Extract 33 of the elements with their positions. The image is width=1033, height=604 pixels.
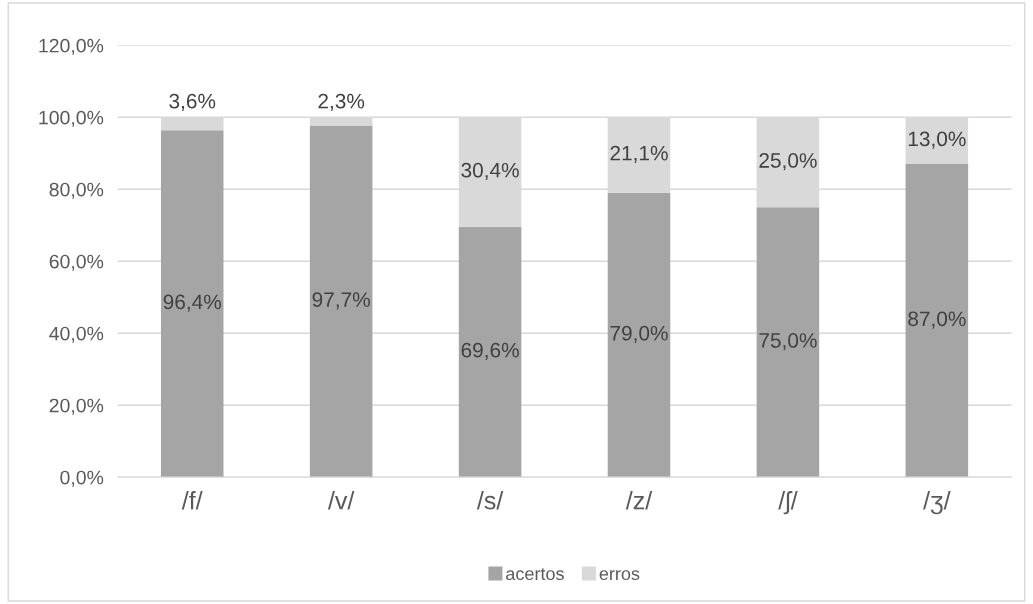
- legend-label: acertos: [506, 568, 564, 581]
- y-tick-label: 80,0%: [49, 182, 104, 199]
- bar: [309, 125, 373, 478]
- bar: [458, 226, 522, 478]
- bar: [756, 207, 820, 478]
- data-label: 30,4%: [461, 162, 519, 181]
- legend-label: erros: [599, 570, 640, 581]
- bar: [607, 192, 671, 478]
- data-label: 69,6%: [461, 342, 519, 360]
- y-tick-label: 40,0%: [49, 326, 104, 343]
- data-label: 87,0%: [908, 311, 966, 329]
- x-tick-label: /f/: [181, 491, 203, 510]
- data-label: 96,4%: [163, 294, 222, 312]
- x-tick-label: /ʒ/: [923, 491, 951, 515]
- data-label: 25,0%: [759, 153, 817, 171]
- data-label: 21,1%: [610, 145, 668, 163]
- bar: [905, 164, 969, 478]
- data-label: 79,0%: [610, 325, 668, 344]
- y-tick-label: 60,0%: [49, 254, 104, 271]
- x-tick-label: /s/: [476, 491, 504, 510]
- y-tick-label: 120,0%: [39, 38, 104, 55]
- y-tick-label: 20,0%: [49, 398, 104, 415]
- data-label: 3,6%: [169, 93, 216, 111]
- bar: [160, 130, 224, 478]
- data-label: 13,0%: [908, 131, 966, 149]
- x-tick-label: /v/: [327, 491, 355, 510]
- x-tick-label: /ʃ/: [778, 491, 798, 515]
- data-label: 75,0%: [759, 333, 817, 351]
- y-tick-label: 0,0%: [60, 470, 104, 487]
- data-label: 2,3%: [318, 93, 365, 111]
- data-label: 97,7%: [312, 292, 370, 310]
- x-tick-label: /z/: [625, 491, 653, 510]
- y-tick-label: 100,0%: [39, 110, 104, 127]
